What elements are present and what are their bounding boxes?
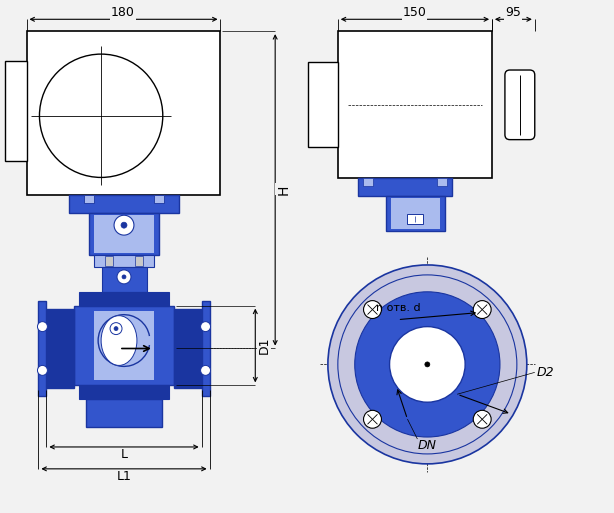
Bar (79, 292, 169, 306)
Circle shape (201, 365, 211, 376)
Text: 180: 180 (111, 6, 135, 19)
Bar (94, 215, 154, 253)
Bar (69, 195, 179, 213)
Bar (26, 31, 220, 195)
Bar (308, 62, 338, 147)
Circle shape (363, 410, 381, 428)
Circle shape (122, 275, 126, 279)
Text: D2: D2 (537, 366, 554, 379)
Circle shape (425, 362, 430, 367)
Bar (338, 31, 492, 179)
Bar (74, 306, 174, 385)
Text: 150: 150 (403, 6, 426, 19)
Bar (84, 195, 94, 203)
Circle shape (110, 323, 122, 334)
Bar (437, 179, 447, 186)
Bar (89, 213, 159, 255)
Text: L: L (120, 448, 128, 461)
Circle shape (117, 270, 131, 284)
Bar (154, 195, 164, 203)
Bar (94, 311, 154, 380)
Circle shape (473, 410, 491, 428)
Circle shape (114, 327, 118, 330)
Bar (86, 399, 162, 427)
Text: 95: 95 (505, 6, 521, 19)
Bar (102, 267, 147, 292)
Circle shape (389, 327, 465, 402)
Circle shape (37, 322, 47, 331)
Text: n отв. d: n отв. d (376, 303, 420, 313)
Circle shape (121, 222, 127, 228)
Circle shape (39, 54, 163, 177)
Circle shape (355, 292, 500, 437)
Bar (94, 255, 154, 267)
Bar (201, 301, 209, 396)
Text: L1: L1 (117, 470, 131, 483)
Circle shape (201, 322, 211, 331)
Circle shape (114, 215, 134, 235)
Circle shape (328, 265, 527, 464)
Bar (391, 199, 440, 229)
Circle shape (37, 365, 47, 376)
Circle shape (473, 301, 491, 319)
Bar (105, 256, 113, 266)
Text: D1: D1 (258, 337, 271, 354)
Bar (174, 309, 201, 388)
Text: DN: DN (418, 440, 437, 452)
Bar (79, 385, 169, 399)
Ellipse shape (101, 315, 137, 365)
Text: H: H (276, 184, 290, 194)
Bar (358, 179, 452, 196)
Bar (39, 301, 47, 396)
Bar (135, 256, 143, 266)
Bar (408, 214, 424, 224)
Bar (47, 309, 74, 388)
Bar (386, 196, 445, 231)
FancyBboxPatch shape (505, 70, 535, 140)
Bar (5, 61, 26, 161)
Bar (363, 179, 373, 186)
Circle shape (363, 301, 381, 319)
